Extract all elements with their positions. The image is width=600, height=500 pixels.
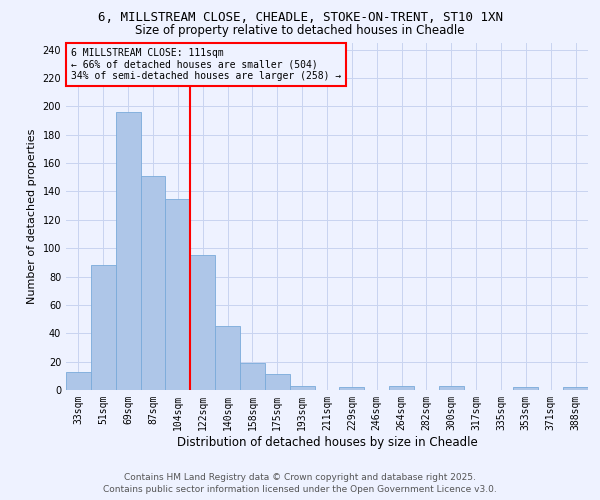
Bar <box>215 326 240 390</box>
Bar <box>340 387 364 390</box>
Bar <box>514 387 538 390</box>
Bar <box>166 198 190 390</box>
Text: Contains HM Land Registry data © Crown copyright and database right 2025.
Contai: Contains HM Land Registry data © Crown c… <box>103 472 497 494</box>
Bar <box>140 176 166 390</box>
Bar <box>66 372 91 390</box>
Text: Size of property relative to detached houses in Cheadle: Size of property relative to detached ho… <box>135 24 465 37</box>
Bar <box>563 387 588 390</box>
Bar <box>240 363 265 390</box>
Text: 6 MILLSTREAM CLOSE: 111sqm
← 66% of detached houses are smaller (504)
34% of sem: 6 MILLSTREAM CLOSE: 111sqm ← 66% of deta… <box>71 48 341 81</box>
X-axis label: Distribution of detached houses by size in Cheadle: Distribution of detached houses by size … <box>176 436 478 448</box>
Bar <box>389 386 414 390</box>
Bar <box>439 386 464 390</box>
Bar <box>116 112 140 390</box>
Y-axis label: Number of detached properties: Number of detached properties <box>27 128 37 304</box>
Bar <box>190 256 215 390</box>
Bar <box>91 265 116 390</box>
Bar <box>265 374 290 390</box>
Bar <box>290 386 314 390</box>
Text: 6, MILLSTREAM CLOSE, CHEADLE, STOKE-ON-TRENT, ST10 1XN: 6, MILLSTREAM CLOSE, CHEADLE, STOKE-ON-T… <box>97 11 503 24</box>
